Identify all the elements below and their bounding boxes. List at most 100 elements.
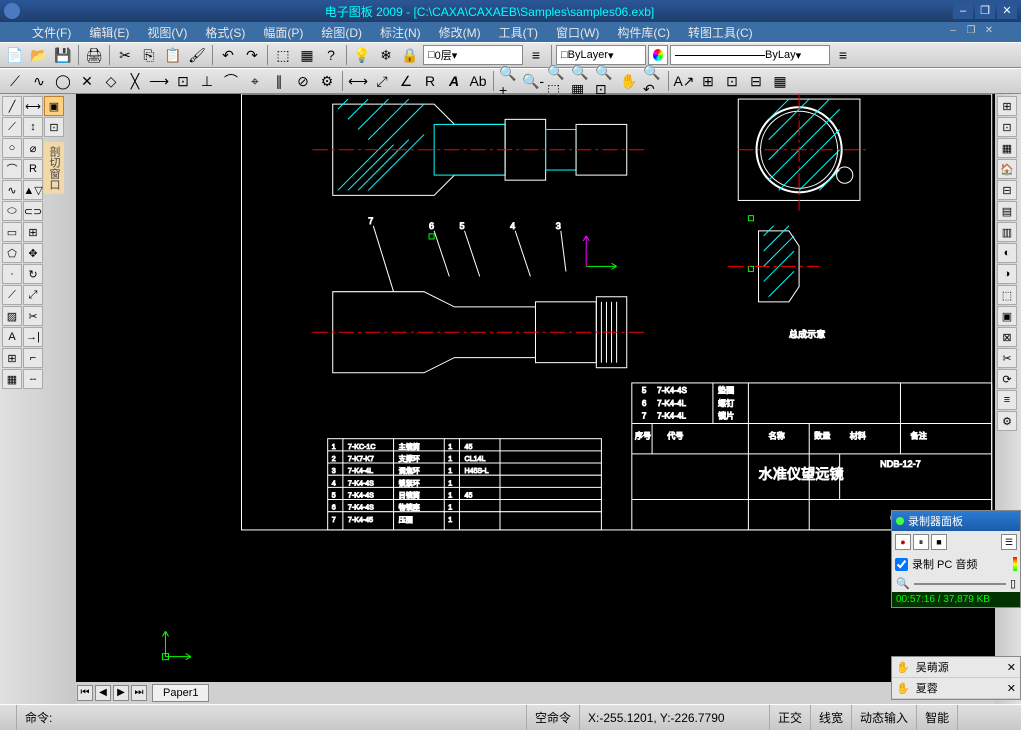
- zoom-win-button[interactable]: 🔍⬚: [546, 70, 568, 92]
- menu-tools[interactable]: 工具(T): [491, 22, 546, 43]
- rt-9[interactable]: ◑: [997, 264, 1017, 284]
- rt-10[interactable]: ⬚: [997, 285, 1017, 305]
- linetype-dropdown[interactable]: □ ByLayer ▾: [556, 45, 646, 65]
- dim-linear-button[interactable]: ⟷: [347, 70, 369, 92]
- line-tool[interactable]: ╱: [2, 96, 22, 116]
- rec-settings[interactable]: ☰: [1001, 534, 1017, 550]
- spline-tool[interactable]: ∿: [2, 180, 22, 200]
- text-ab-button[interactable]: Ab: [467, 70, 489, 92]
- arc-tool[interactable]: ⌒: [2, 159, 22, 179]
- rt-3[interactable]: ▦: [997, 138, 1017, 158]
- cut-button[interactable]: ✂: [114, 44, 136, 66]
- pline-tool[interactable]: ⟋: [2, 117, 22, 137]
- view-c-button[interactable]: ⊡: [721, 70, 743, 92]
- collab-close-1[interactable]: ✕: [1007, 661, 1016, 674]
- menu-format[interactable]: 格式(S): [197, 22, 253, 43]
- sb-smart[interactable]: 智能: [917, 705, 958, 730]
- rec-pause[interactable]: ⏸: [913, 534, 929, 550]
- copy-button[interactable]: ⎘: [138, 44, 160, 66]
- rt-12[interactable]: ⊠: [997, 327, 1017, 347]
- snap-int-button[interactable]: ╳: [124, 70, 146, 92]
- offset-tool[interactable]: ⊂⊃: [23, 201, 43, 221]
- rt-4[interactable]: 🏠: [997, 159, 1017, 179]
- sb-ortho[interactable]: 正交: [770, 705, 811, 730]
- snap-quad-button[interactable]: ◇: [100, 70, 122, 92]
- tool-a-button[interactable]: ⬚: [272, 44, 294, 66]
- array-tool[interactable]: ⊞: [23, 222, 43, 242]
- menu-library[interactable]: 构件库(C): [609, 22, 678, 43]
- break-tool[interactable]: ╌: [23, 369, 43, 389]
- zoom-in-button[interactable]: 🔍+: [498, 70, 520, 92]
- mirror-tool[interactable]: ▲▽: [23, 180, 43, 200]
- drawing-canvas[interactable]: 7 6 5 4 3: [76, 94, 995, 682]
- mdi-close[interactable]: ✕: [981, 25, 997, 39]
- zoom-ext-button[interactable]: 🔍⊡: [594, 70, 616, 92]
- rt-15[interactable]: ≡: [997, 390, 1017, 410]
- rt-16[interactable]: ⚙: [997, 411, 1017, 431]
- menu-view[interactable]: 视图(V): [139, 22, 195, 43]
- snap-none-button[interactable]: ⊘: [292, 70, 314, 92]
- rec-slider[interactable]: 🔍 ▯: [892, 575, 1020, 592]
- sb-dyn[interactable]: 动态输入: [852, 705, 917, 730]
- bulb-icon[interactable]: 💡: [351, 44, 373, 66]
- mdi-minimize[interactable]: –: [945, 25, 961, 39]
- tab-prev[interactable]: ◀: [95, 685, 111, 701]
- dim-v-tool[interactable]: ↕: [23, 117, 43, 137]
- tab-paper1[interactable]: Paper1: [152, 684, 209, 702]
- tab-next[interactable]: ▶: [113, 685, 129, 701]
- match-button[interactable]: 🖌: [186, 44, 208, 66]
- lock-icon[interactable]: 🔒: [399, 44, 421, 66]
- zoom-out-button[interactable]: 🔍-: [522, 70, 544, 92]
- new-button[interactable]: 📄: [4, 44, 26, 66]
- hatch-tool[interactable]: ▨: [2, 306, 22, 326]
- save-button[interactable]: 💾: [52, 44, 74, 66]
- zoom-all-button[interactable]: 🔍▦: [570, 70, 592, 92]
- zoom-prev-button[interactable]: 🔍↶: [642, 70, 664, 92]
- snap-end-button[interactable]: ⟋: [4, 70, 26, 92]
- menu-file[interactable]: 文件(F): [24, 22, 79, 43]
- collab-close-2[interactable]: ✕: [1007, 682, 1016, 695]
- rt-13[interactable]: ✂: [997, 348, 1017, 368]
- minimize-button[interactable]: –: [953, 3, 973, 19]
- view-e-button[interactable]: ▦: [769, 70, 791, 92]
- win-tool[interactable]: ⊡: [44, 117, 64, 137]
- rec-stop[interactable]: ■: [931, 534, 947, 550]
- collab-user-1[interactable]: ✋吴萌源✕: [892, 657, 1020, 678]
- sb-lw[interactable]: 线宽: [811, 705, 852, 730]
- polygon-tool[interactable]: ⬠: [2, 243, 22, 263]
- canvas-area[interactable]: 7 6 5 4 3: [76, 94, 995, 704]
- snap-ext-button[interactable]: ⟶: [148, 70, 170, 92]
- snap-ins-button[interactable]: ⊡: [172, 70, 194, 92]
- recorder-title[interactable]: 录制器面板: [892, 511, 1020, 531]
- xline-tool[interactable]: ⟋: [2, 285, 22, 305]
- layer-props-button[interactable]: ≡: [525, 44, 547, 66]
- circle-tool[interactable]: ○: [2, 138, 22, 158]
- tab-first[interactable]: ⏮: [77, 685, 93, 701]
- redo-button[interactable]: ↷: [241, 44, 263, 66]
- rt-5[interactable]: ⊟: [997, 180, 1017, 200]
- menu-draw[interactable]: 绘图(D): [313, 22, 370, 43]
- rec-audio-checkbox[interactable]: [895, 558, 908, 571]
- snap-node-button[interactable]: ✕: [76, 70, 98, 92]
- fillet-tool[interactable]: ⌐: [23, 348, 43, 368]
- lineweight-dropdown[interactable]: ByLay▾: [670, 45, 830, 65]
- lw-props-button[interactable]: ≡: [832, 44, 854, 66]
- menu-modify[interactable]: 修改(M): [431, 22, 489, 43]
- menu-setup[interactable]: 幅面(P): [255, 22, 311, 43]
- rt-8[interactable]: ◐: [997, 243, 1017, 263]
- select-tool[interactable]: ▣: [44, 96, 64, 116]
- table-tool[interactable]: ▦: [2, 369, 22, 389]
- extend-tool[interactable]: →|: [23, 327, 43, 347]
- text-a-button[interactable]: A: [443, 70, 465, 92]
- rt-14[interactable]: ⟳: [997, 369, 1017, 389]
- collab-user-2[interactable]: ✋夏蓉✕: [892, 678, 1020, 699]
- rt-11[interactable]: ▣: [997, 306, 1017, 326]
- dim-d-tool[interactable]: ⌀: [23, 138, 43, 158]
- snap-par-button[interactable]: ∥: [268, 70, 290, 92]
- snap-tan-button[interactable]: ⌒: [220, 70, 242, 92]
- print-button[interactable]: 🖨: [83, 44, 105, 66]
- dim-radius-button[interactable]: R: [419, 70, 441, 92]
- rec-record[interactable]: ●: [895, 534, 911, 550]
- dim-h-tool[interactable]: ⟷: [23, 96, 43, 116]
- paste-button[interactable]: 📋: [162, 44, 184, 66]
